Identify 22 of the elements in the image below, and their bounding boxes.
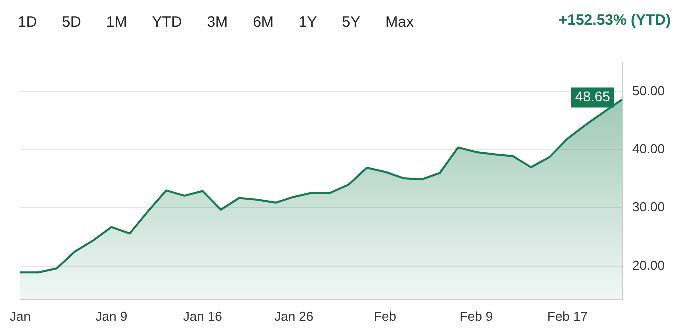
text: Max — [384, 12, 415, 32]
x-tick-label: Jan 9 — [96, 308, 128, 324]
y-tick-label: 50.00 — [632, 83, 666, 98]
text: 1Y — [298, 12, 318, 32]
text: 5D — [61, 12, 82, 32]
x-tick-label: Jan 16 — [183, 308, 222, 324]
text: 6M — [252, 12, 275, 32]
text: 1M — [105, 12, 128, 32]
text: 3M — [206, 12, 230, 32]
chart-subtitle: +152.53% (YTD) — [558, 12, 671, 29]
text: 5Y — [341, 12, 362, 32]
text: 1D — [17, 12, 38, 32]
x-tick-label: Feb 17 — [548, 308, 588, 324]
y-tick-label: 30.00 — [632, 200, 666, 215]
x-tick-label: Feb 9 — [460, 308, 494, 324]
y-tick-label: 20.00 — [632, 258, 666, 273]
x-tick-label: Jan — [10, 308, 31, 324]
y-tick-label: 40.00 — [632, 142, 666, 157]
x-tick-label: Jan 26 — [274, 308, 314, 324]
text: YTD — [151, 12, 184, 32]
x-tick-label: Feb — [374, 308, 397, 324]
data-label: 48.65 — [575, 88, 611, 105]
